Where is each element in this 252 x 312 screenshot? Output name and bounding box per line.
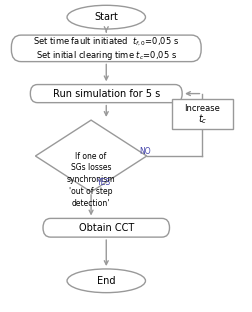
Text: NO: NO: [139, 147, 150, 156]
Text: Increase: Increase: [184, 104, 219, 113]
Text: Set initial clearing time $\mathit{t}_c$=0,05 s: Set initial clearing time $\mathit{t}_c$…: [36, 49, 176, 62]
Polygon shape: [35, 120, 146, 192]
Text: $\mathit{t}_c$: $\mathit{t}_c$: [197, 113, 206, 126]
Text: If one of: If one of: [75, 152, 106, 160]
Text: Obtain CCT: Obtain CCT: [78, 223, 133, 233]
Text: detection': detection': [72, 199, 110, 208]
Text: synchronism: synchronism: [67, 175, 115, 184]
Text: Start: Start: [94, 12, 118, 22]
Text: Set time fault initiated  $\mathit{t}_{f,0}$=0,05 s: Set time fault initiated $\mathit{t}_{f,…: [33, 35, 179, 48]
FancyBboxPatch shape: [11, 35, 200, 62]
Text: YES: YES: [97, 178, 111, 187]
Ellipse shape: [67, 5, 145, 29]
FancyBboxPatch shape: [30, 85, 181, 103]
Text: 'out of step: 'out of step: [69, 187, 112, 196]
Text: SGs losses: SGs losses: [71, 163, 111, 172]
Ellipse shape: [67, 269, 145, 293]
FancyBboxPatch shape: [43, 218, 169, 237]
Bar: [171, 99, 232, 129]
Text: Run simulation for 5 s: Run simulation for 5 s: [52, 89, 159, 99]
Text: End: End: [97, 276, 115, 286]
